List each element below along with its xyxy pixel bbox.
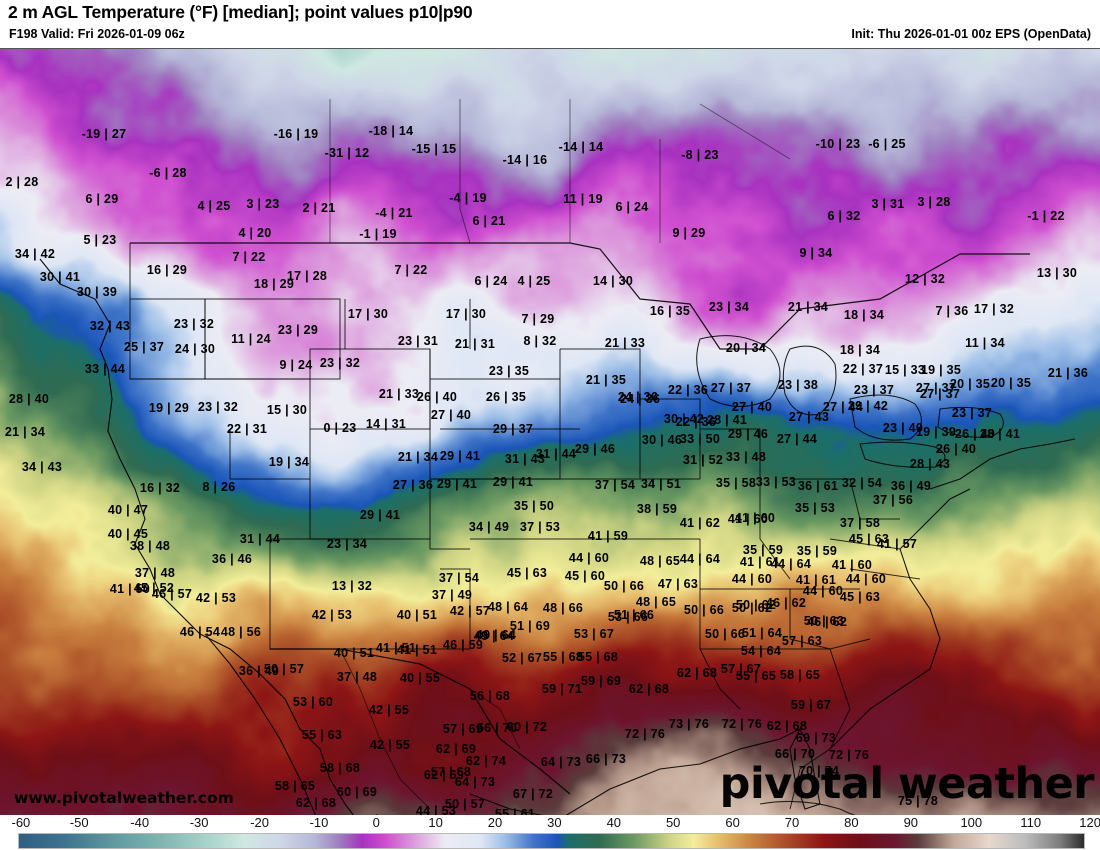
colorbar-tick-17: 110 (1020, 815, 1042, 830)
colorbar-tick-6: 0 (372, 815, 380, 830)
colorbar-gradient (18, 833, 1085, 849)
colorbar-tick-9: 30 (547, 815, 562, 830)
colorbar-tick-13: 70 (784, 815, 800, 830)
map-header: 2 m AGL Temperature (°F) [median]; point… (0, 0, 1100, 48)
colorbar-tick-8: 20 (487, 815, 503, 830)
colorbar-tick-labels: -60 -50 -40 -30 -20 -10 0 10 20 30 40 50 60 70 80 90 100… (0, 815, 1100, 832)
geography-borders (39, 99, 1076, 815)
colorbar-tick-11: 50 (665, 815, 681, 830)
colorbar-tick-1: -50 (69, 815, 89, 830)
colorbar-tick-14: 80 (844, 815, 859, 830)
header-subrow: F198 Valid: Fri 2026-01-09 06z Init: Thu… (0, 27, 1100, 45)
colorbar-tick-4: -20 (250, 815, 269, 830)
colorbar-tick-7: 10 (428, 815, 443, 830)
valid-time-label: F198 Valid: Fri 2026-01-09 06z (9, 27, 185, 41)
temperature-field (0, 49, 1100, 815)
colorbar-tick-2: -40 (130, 815, 150, 830)
temperature-raster (0, 49, 1100, 815)
init-time-label: Init: Thu 2026-01-01 00z EPS (OpenData) (851, 27, 1091, 41)
page-title: 2 m AGL Temperature (°F) [median]; point… (8, 2, 473, 22)
colorbar-tick-12: 60 (725, 815, 740, 830)
site-url-watermark: www.pivotalweather.com (14, 789, 234, 807)
colorbar-tick-3: -30 (189, 815, 209, 830)
colorbar-tick-16: 100 (960, 815, 983, 830)
colorbar-tick-0: -60 (11, 815, 31, 830)
colorbar-tick-15: 90 (903, 815, 919, 830)
colorbar: -60 -50 -40 -30 -20 -10 0 10 20 30 40 50 60 70 80 90 100… (0, 815, 1100, 850)
brand-watermark: pivotal weather (719, 759, 1095, 809)
colorbar-tick-5: -10 (309, 815, 329, 830)
colorbar-tick-18: 120 (1079, 815, 1100, 830)
map-canvas[interactable]: 2 | 28 -19 | 27 -6 | 28 6 | 29 5 | 23 4 | 25 3… (0, 48, 1100, 815)
colorbar-tick-10: 40 (606, 815, 622, 830)
